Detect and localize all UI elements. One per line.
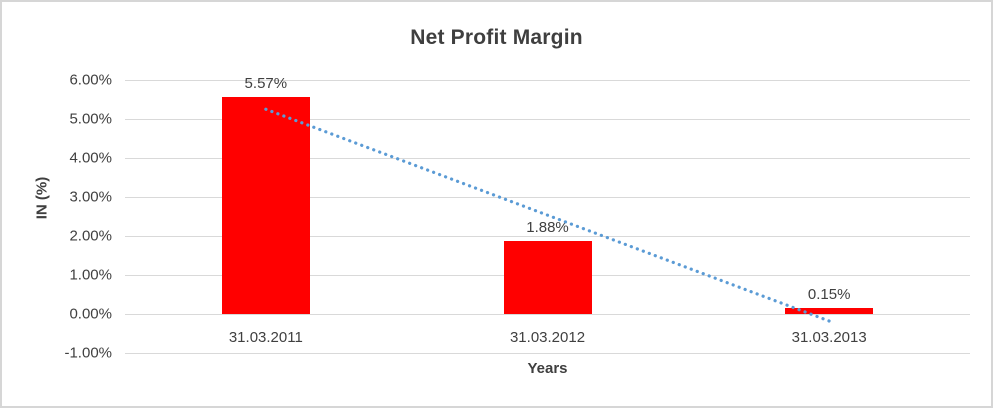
bar-value-label: 5.57% [244, 74, 288, 92]
x-tick-label: 31.03.2012 [509, 329, 586, 346]
y-tick-label: 6.00% [69, 71, 112, 89]
y-tick-label: 5.00% [69, 110, 112, 128]
gridline [125, 353, 970, 354]
gridline [125, 80, 970, 81]
bar [503, 240, 592, 314]
bar-value-label: 0.15% [807, 286, 851, 304]
y-tick-label: 2.00% [69, 227, 112, 245]
x-tick-label: 31.03.2013 [791, 329, 867, 346]
bar-value-label: 1.88% [526, 218, 569, 236]
bar [221, 96, 310, 314]
y-tick-label: 3.00% [69, 188, 112, 206]
y-tick-label: -1.00% [64, 344, 112, 362]
y-tick-label: 1.00% [69, 266, 112, 284]
gridline [125, 314, 970, 315]
y-tick-label: 4.00% [69, 149, 112, 167]
chart-title: Net Profit Margin [410, 26, 583, 49]
bar [785, 308, 874, 314]
y-tick-label: 0.00% [69, 305, 112, 323]
x-tick-label: 31.03.2011 [228, 329, 303, 346]
x-axis-title: Years [527, 360, 568, 377]
